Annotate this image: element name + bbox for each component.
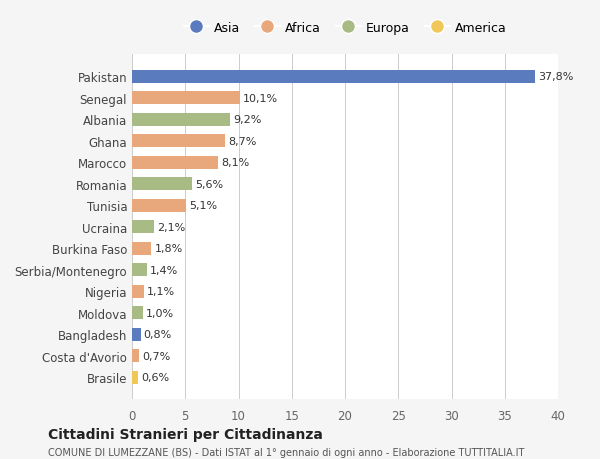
Bar xyxy=(132,371,139,384)
Bar xyxy=(132,199,187,212)
Text: 1,0%: 1,0% xyxy=(146,308,174,318)
Bar xyxy=(132,328,140,341)
Bar xyxy=(132,242,151,255)
Text: COMUNE DI LUMEZZANE (BS) - Dati ISTAT al 1° gennaio di ogni anno - Elaborazione : COMUNE DI LUMEZZANE (BS) - Dati ISTAT al… xyxy=(48,447,524,457)
Text: 0,8%: 0,8% xyxy=(144,330,172,339)
Text: 2,1%: 2,1% xyxy=(158,222,186,232)
Text: 1,1%: 1,1% xyxy=(147,286,175,297)
Bar xyxy=(132,263,147,276)
Text: 5,1%: 5,1% xyxy=(190,201,218,211)
Legend: Asia, Africa, Europa, America: Asia, Africa, Europa, America xyxy=(179,17,511,39)
Bar xyxy=(132,157,218,169)
Bar xyxy=(132,349,139,362)
Text: 9,2%: 9,2% xyxy=(233,115,262,125)
Text: 0,6%: 0,6% xyxy=(142,372,170,382)
Text: Cittadini Stranieri per Cittadinanza: Cittadini Stranieri per Cittadinanza xyxy=(48,427,323,441)
Bar xyxy=(132,178,191,191)
Text: 8,7%: 8,7% xyxy=(228,136,256,146)
Text: 37,8%: 37,8% xyxy=(538,72,573,82)
Bar xyxy=(132,307,143,319)
Text: 0,7%: 0,7% xyxy=(143,351,171,361)
Text: 1,8%: 1,8% xyxy=(154,244,182,254)
Bar xyxy=(132,135,224,148)
Text: 8,1%: 8,1% xyxy=(221,158,250,168)
Text: 10,1%: 10,1% xyxy=(243,94,278,104)
Bar xyxy=(132,285,144,298)
Bar xyxy=(132,113,230,127)
Bar xyxy=(132,92,239,105)
Text: 1,4%: 1,4% xyxy=(150,265,178,275)
Text: 5,6%: 5,6% xyxy=(195,179,223,189)
Bar xyxy=(132,71,535,84)
Bar xyxy=(132,221,154,234)
